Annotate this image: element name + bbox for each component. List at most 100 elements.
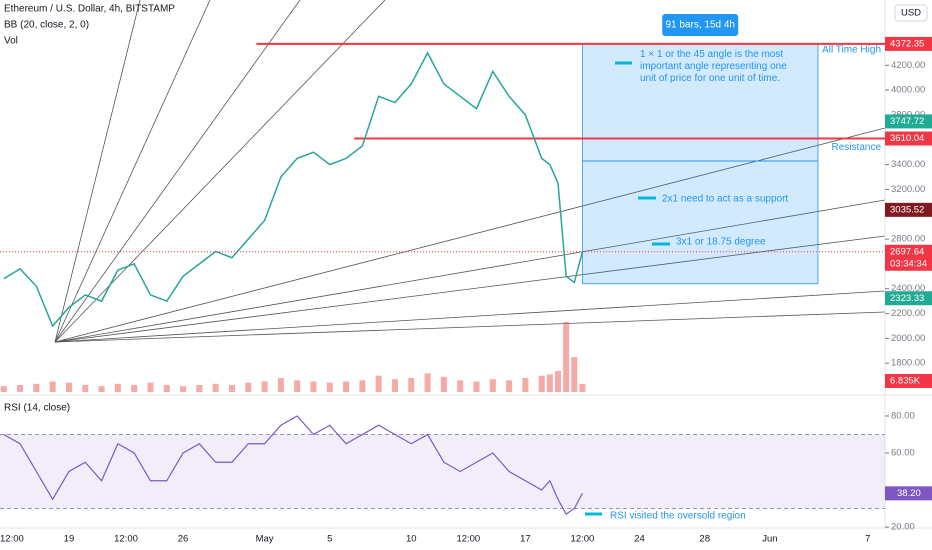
volume-bar bbox=[261, 381, 268, 392]
volume-bar bbox=[196, 385, 203, 392]
x-tick-label: 26 bbox=[178, 534, 189, 545]
volume-bar bbox=[212, 383, 219, 392]
price-marker bbox=[885, 291, 932, 306]
price-marker bbox=[885, 131, 932, 146]
volume-bar bbox=[554, 371, 561, 392]
price-marker-label: 3035.52 bbox=[890, 204, 924, 215]
rsi-y-tick-label: 60.00 bbox=[891, 447, 915, 458]
annotation: 3x1 or 18.75 degree bbox=[676, 237, 766, 248]
measure-label: 91 bars, 15d 4h bbox=[665, 20, 735, 31]
x-tick-label: 19 bbox=[64, 534, 75, 545]
y-tick-label: 4200.00 bbox=[891, 60, 925, 71]
volume-bar bbox=[359, 380, 366, 392]
y-tick-label: 2000.00 bbox=[891, 333, 925, 344]
price-marker-label: 3610.04 bbox=[890, 133, 924, 144]
volume-bar bbox=[522, 378, 529, 392]
volume-bar bbox=[147, 382, 154, 392]
price-marker-label: 3747.72 bbox=[890, 116, 924, 127]
volume-bar bbox=[17, 385, 24, 392]
price-marker bbox=[885, 244, 932, 271]
x-tick-label: 24 bbox=[634, 534, 645, 545]
volume-bar bbox=[440, 376, 447, 392]
rsi-y-tick-label: 80.00 bbox=[891, 410, 915, 421]
volume-bar bbox=[0, 386, 7, 392]
volume-bar bbox=[563, 322, 570, 392]
volume-bar bbox=[49, 381, 56, 392]
volume-bar bbox=[98, 386, 105, 392]
rsi-title: RSI (14, close) bbox=[4, 403, 70, 414]
countdown: 03:34:34 bbox=[890, 258, 927, 269]
arrows bbox=[585, 61, 670, 516]
rsi-marker-label: 38.20 bbox=[897, 488, 921, 499]
volume-bar bbox=[180, 386, 187, 392]
volume-bar bbox=[326, 382, 333, 392]
price-marker bbox=[885, 202, 932, 217]
x-tick-label: Jun bbox=[762, 534, 777, 545]
volume-bar bbox=[579, 384, 586, 392]
price-marker bbox=[885, 114, 932, 129]
rsi-y-tick-label: 20.00 bbox=[891, 522, 915, 533]
x-tick-label: 5 bbox=[327, 534, 332, 545]
volume-bar bbox=[343, 381, 350, 392]
volume-bar bbox=[375, 375, 382, 392]
volume-marker bbox=[885, 374, 932, 388]
annotation: RSI visited the oversold region bbox=[610, 511, 746, 522]
volume-bar bbox=[424, 373, 431, 392]
currency: USD bbox=[901, 8, 921, 19]
y-tick-label: 2200.00 bbox=[891, 308, 925, 319]
volume-bar bbox=[294, 380, 301, 392]
volume-bar bbox=[391, 379, 398, 392]
volume-bar bbox=[489, 379, 496, 392]
x-tick-label: 17 bbox=[520, 534, 531, 545]
volume-bar bbox=[408, 378, 415, 392]
volume-bar bbox=[473, 381, 480, 392]
annotation: 2x1 need to act as a support bbox=[662, 194, 788, 205]
price-marker-label: 4372.35 bbox=[890, 38, 924, 49]
measure-box bbox=[582, 43, 819, 285]
volume-bar bbox=[506, 380, 513, 392]
x-tick-label: 28 bbox=[699, 534, 710, 545]
volume-bar bbox=[82, 385, 89, 392]
x-tick-label: 12:00 bbox=[114, 534, 138, 545]
x-tick-label: 7 bbox=[865, 534, 870, 545]
x-tick-label: 12:00 bbox=[571, 534, 595, 545]
price-marker-label: 2697.64 bbox=[890, 246, 924, 257]
x-tick-label: May bbox=[256, 534, 274, 545]
indicator-label: BB (20, close, 2, 0) bbox=[4, 20, 89, 31]
volume-marker-label: 6.835K bbox=[890, 376, 921, 387]
volume-bar bbox=[131, 385, 138, 392]
volume-bar bbox=[33, 383, 40, 392]
y-tick-label: 2800.00 bbox=[891, 234, 925, 245]
chart-title: Ethereum / U.S. Dollar, 4h, BITSTAMP bbox=[4, 4, 175, 15]
volume-bar bbox=[163, 385, 170, 392]
measure-label-box bbox=[662, 14, 739, 36]
y-tick-label: 1800.00 bbox=[891, 358, 925, 369]
indicator-label: Vol bbox=[4, 36, 18, 47]
currency-button[interactable] bbox=[894, 4, 928, 22]
volume-bar bbox=[546, 374, 553, 392]
volume-bar bbox=[457, 380, 464, 392]
price-line bbox=[3, 51, 584, 328]
price-marker-label: 2323.33 bbox=[890, 293, 924, 304]
price-marker bbox=[885, 36, 932, 51]
level-label: Resistance bbox=[832, 142, 882, 153]
x-tick-label: 12:00 bbox=[456, 534, 480, 545]
y-tick-label: 3200.00 bbox=[891, 184, 925, 195]
rsi-marker bbox=[885, 486, 932, 501]
volume-bar bbox=[114, 383, 121, 392]
volume-bar bbox=[310, 381, 317, 392]
y-tick-label: 3400.00 bbox=[891, 159, 925, 170]
x-tick-label: 10 bbox=[406, 534, 417, 545]
volume-bar bbox=[228, 385, 235, 392]
annotation: 1 × 1 or the 45 angle is the most importa… bbox=[640, 49, 787, 84]
level-label: All Time High bbox=[822, 45, 881, 56]
x-tick-label: 12:00 bbox=[0, 534, 24, 545]
volume-bar bbox=[65, 382, 72, 392]
volume-bar bbox=[245, 382, 252, 392]
rsi-band bbox=[0, 434, 885, 509]
volume-bar bbox=[571, 357, 578, 392]
y-tick-label: 4000.00 bbox=[891, 85, 925, 96]
volume-bar bbox=[277, 378, 284, 392]
